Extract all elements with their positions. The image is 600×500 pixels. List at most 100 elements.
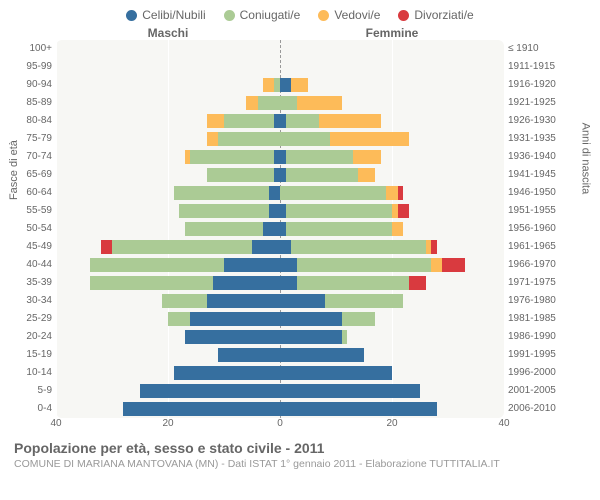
bar-row [56, 256, 504, 274]
male-bar [185, 330, 280, 344]
legend-item-divorced: Divorziati/e [398, 8, 473, 22]
bar-row [56, 58, 504, 76]
age-label: 15-19 [0, 346, 56, 364]
male-bar [90, 276, 280, 290]
married-segment [224, 114, 274, 128]
male-bar [207, 168, 280, 182]
bar-row [56, 148, 504, 166]
bar-row [56, 220, 504, 238]
divorced-swatch [398, 10, 409, 21]
male-bar [123, 402, 280, 416]
married-segment [112, 240, 252, 254]
single-segment [280, 240, 291, 254]
single-segment [280, 78, 291, 92]
y-axis-age: 100+95-9990-9485-8980-8475-7970-7465-696… [0, 40, 56, 418]
female-bar [280, 258, 465, 272]
female-bar [280, 96, 342, 110]
single-segment [123, 402, 280, 416]
female-bar [280, 276, 426, 290]
birth-label: 1926-1930 [504, 112, 570, 130]
female-bar [280, 150, 381, 164]
married-swatch [224, 10, 235, 21]
male-bar [185, 222, 280, 236]
widowed-segment [392, 222, 403, 236]
x-tick: 40 [50, 418, 61, 429]
male-bar [174, 186, 280, 200]
legend-label: Vedovi/e [334, 8, 380, 22]
male-bar [179, 204, 280, 218]
age-label: 55-59 [0, 202, 56, 220]
birth-label: 1956-1960 [504, 220, 570, 238]
female-bar [280, 186, 403, 200]
birth-label: ≤ 1910 [504, 40, 570, 58]
bar-row [56, 202, 504, 220]
single-segment [190, 312, 280, 326]
female-bar [280, 366, 392, 380]
y-left-title: Fasce di età [8, 140, 20, 200]
female-bar [280, 240, 437, 254]
single-segment [213, 276, 280, 290]
bar-rows [56, 40, 504, 418]
single-segment [174, 366, 280, 380]
widowed-segment [263, 78, 274, 92]
female-bar [280, 294, 403, 308]
bar-row [56, 184, 504, 202]
birth-label: 1996-2000 [504, 364, 570, 382]
birth-label: 1911-1915 [504, 58, 570, 76]
married-segment [90, 276, 213, 290]
married-segment [286, 222, 392, 236]
birth-label: 1961-1965 [504, 238, 570, 256]
birth-label: 2006-2010 [504, 400, 570, 418]
married-segment [286, 114, 320, 128]
age-label: 0-4 [0, 400, 56, 418]
single-segment [185, 330, 280, 344]
single-segment [280, 294, 325, 308]
male-bar [246, 96, 280, 110]
single-segment [280, 384, 420, 398]
bar-row [56, 310, 504, 328]
female-header: Femmine [280, 26, 504, 40]
footer: Popolazione per età, sesso e stato civil… [0, 432, 600, 470]
age-label: 10-14 [0, 364, 56, 382]
female-bar [280, 330, 347, 344]
married-segment [90, 258, 224, 272]
legend-item-single: Celibi/Nubili [126, 8, 205, 22]
bar-row [56, 400, 504, 418]
age-label: 45-49 [0, 238, 56, 256]
chart-subtitle: COMUNE DI MARIANA MANTOVANA (MN) - Dati … [14, 458, 586, 470]
legend-label: Coniugati/e [240, 8, 301, 22]
male-bar [207, 132, 280, 146]
age-label: 90-94 [0, 76, 56, 94]
bar-row [56, 328, 504, 346]
divorced-segment [398, 204, 409, 218]
chart-body: 100+95-9990-9485-8980-8475-7970-7465-696… [0, 40, 570, 418]
single-segment [263, 222, 280, 236]
birth-label: 1991-1995 [504, 346, 570, 364]
single-segment [269, 204, 280, 218]
age-label: 35-39 [0, 274, 56, 292]
birth-label: 1981-1985 [504, 310, 570, 328]
age-label: 100+ [0, 40, 56, 58]
single-segment [224, 258, 280, 272]
legend-label: Celibi/Nubili [142, 8, 205, 22]
single-segment [280, 402, 437, 416]
married-segment [207, 168, 274, 182]
widowed-segment [246, 96, 257, 110]
legend-label: Divorziati/e [414, 8, 473, 22]
divorced-segment [101, 240, 112, 254]
birth-label: 1936-1940 [504, 148, 570, 166]
female-bar [280, 204, 409, 218]
married-segment [325, 294, 403, 308]
single-segment [280, 348, 364, 362]
male-bar [90, 258, 280, 272]
birth-label: 1951-1955 [504, 202, 570, 220]
single-segment [218, 348, 280, 362]
married-segment [297, 258, 431, 272]
single-segment [269, 186, 280, 200]
female-bar [280, 384, 420, 398]
widowed-segment [291, 78, 308, 92]
y-right-title: Anni di nascita [580, 123, 592, 195]
plot-area [56, 40, 504, 418]
age-label: 5-9 [0, 382, 56, 400]
birth-label: 2001-2005 [504, 382, 570, 400]
